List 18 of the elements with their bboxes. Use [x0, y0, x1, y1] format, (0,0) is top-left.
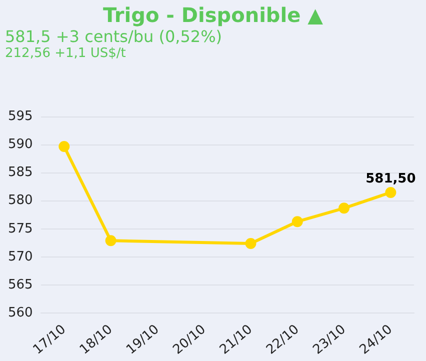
y-tick-label: 585 [8, 165, 33, 180]
point [105, 235, 116, 246]
point [338, 202, 350, 214]
chart-subtitle: 581,5 +3 cents/bu (0,52%) [4, 27, 224, 46]
point [385, 186, 396, 198]
y-tick-label: 565 [8, 277, 33, 292]
text: 212,56 +1,1 US$/t [4, 46, 127, 61]
y-tick-label: 580 [8, 193, 33, 208]
y-tick-label: 560 [8, 305, 33, 320]
y-tick-label: 590 [8, 137, 33, 152]
y-tick-label: 575 [8, 221, 33, 236]
point [292, 216, 303, 228]
y-tick-label: 570 [8, 249, 33, 264]
point [245, 238, 256, 249]
annotation: 581,50 [366, 171, 416, 186]
y-tick-label: 595 [8, 109, 33, 124]
chart-title: Trigo - Disponible ▲ [102, 2, 324, 27]
point [58, 141, 70, 152]
